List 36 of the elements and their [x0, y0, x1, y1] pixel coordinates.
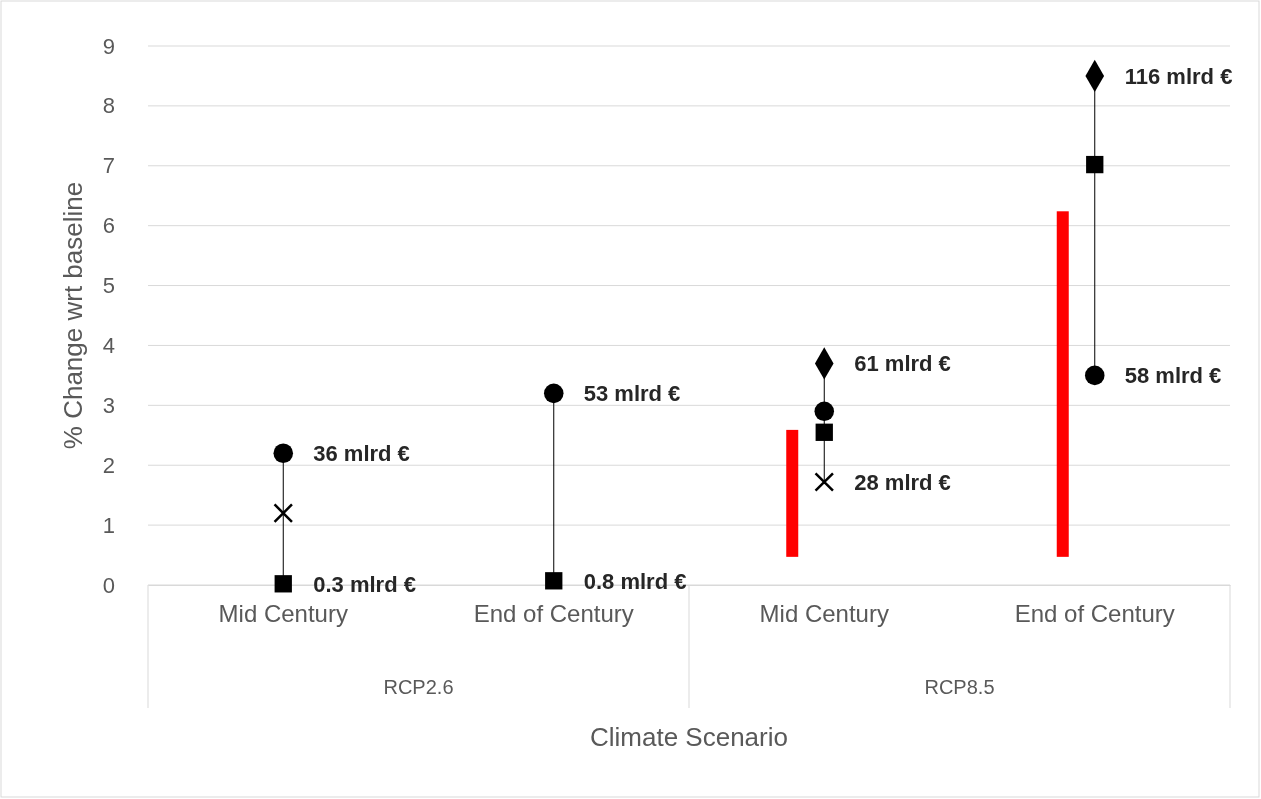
point [814, 472, 835, 492]
y-tick-label: 4 [102, 332, 115, 358]
y-tick-label: 8 [102, 93, 115, 119]
y-tick-label: 7 [102, 153, 115, 179]
y-tick-label: 0 [102, 572, 115, 598]
annotation: 61 mlrd € [854, 351, 951, 377]
point [274, 575, 292, 593]
annotation: 0.8 mlrd € [583, 568, 687, 594]
point [814, 401, 835, 422]
annotation: 53 mlrd € [583, 381, 681, 407]
y-tick-label: 5 [102, 273, 115, 299]
text: RCP8.5 [924, 676, 995, 698]
x-tick-label: Mid Century [759, 599, 889, 627]
x-tick-label: Mid Century [218, 599, 348, 627]
annotation: 58 mlrd € [1124, 363, 1222, 389]
y-axis-title: % Change wrt baseline [58, 181, 88, 450]
y-tick-label: 2 [102, 452, 115, 478]
point [273, 503, 294, 524]
point [545, 572, 563, 590]
x-axis-title: Climate Scenario [590, 722, 788, 752]
x-tick-label: End of Century [1014, 599, 1175, 627]
annotation: 0.3 mlrd € [313, 571, 416, 597]
point [1086, 155, 1104, 174]
y-tick-label: 1 [102, 512, 115, 538]
annotation: 116 mlrd € [1124, 63, 1233, 89]
text: RCP2.6 [383, 676, 454, 698]
y-tick-label: 3 [102, 392, 115, 418]
point [815, 423, 833, 441]
point [543, 383, 564, 404]
y-tick-label: 9 [102, 33, 115, 59]
point [273, 443, 294, 463]
x-tick-label: End of Century [473, 599, 634, 627]
point [1084, 365, 1105, 386]
annotation: 28 mlrd € [854, 469, 951, 495]
annotation: 36 mlrd € [313, 440, 410, 466]
y-tick-label: 6 [102, 213, 115, 239]
